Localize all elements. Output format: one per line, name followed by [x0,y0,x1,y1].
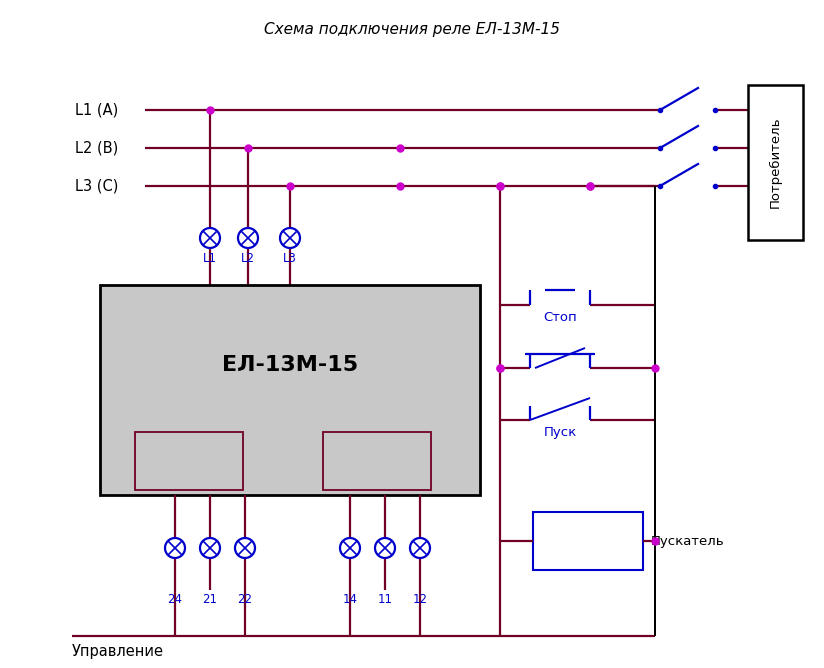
Text: L1 (А): L1 (А) [75,102,119,118]
Text: Пуск: Пуск [543,426,577,439]
Text: ЕЛ-13М-15: ЕЛ-13М-15 [222,355,358,375]
Text: Схема подключения реле ЕЛ-13М-15: Схема подключения реле ЕЛ-13М-15 [264,22,560,37]
Text: 11: 11 [377,593,392,606]
Text: Потребитель: Потребитель [769,117,781,208]
Bar [533,512,643,570]
Text: 24: 24 [167,593,182,606]
Text: Пускатель: Пускатель [651,534,724,548]
Text: Управление: Управление [72,644,164,659]
Bar [135,432,243,490]
Bar [100,285,480,495]
Text: L2 (В): L2 (В) [75,140,119,156]
Text: L3 (С): L3 (С) [75,178,119,194]
Text: 14: 14 [343,593,358,606]
Text: L3: L3 [283,252,297,265]
Text: L1: L1 [203,252,217,265]
Text: 22: 22 [237,593,252,606]
Bar [323,432,431,490]
Text: 21: 21 [203,593,218,606]
Text: 12: 12 [413,593,428,606]
Bar [748,85,803,240]
Text: Стоп: Стоп [543,311,577,324]
Text: L2: L2 [241,252,255,265]
